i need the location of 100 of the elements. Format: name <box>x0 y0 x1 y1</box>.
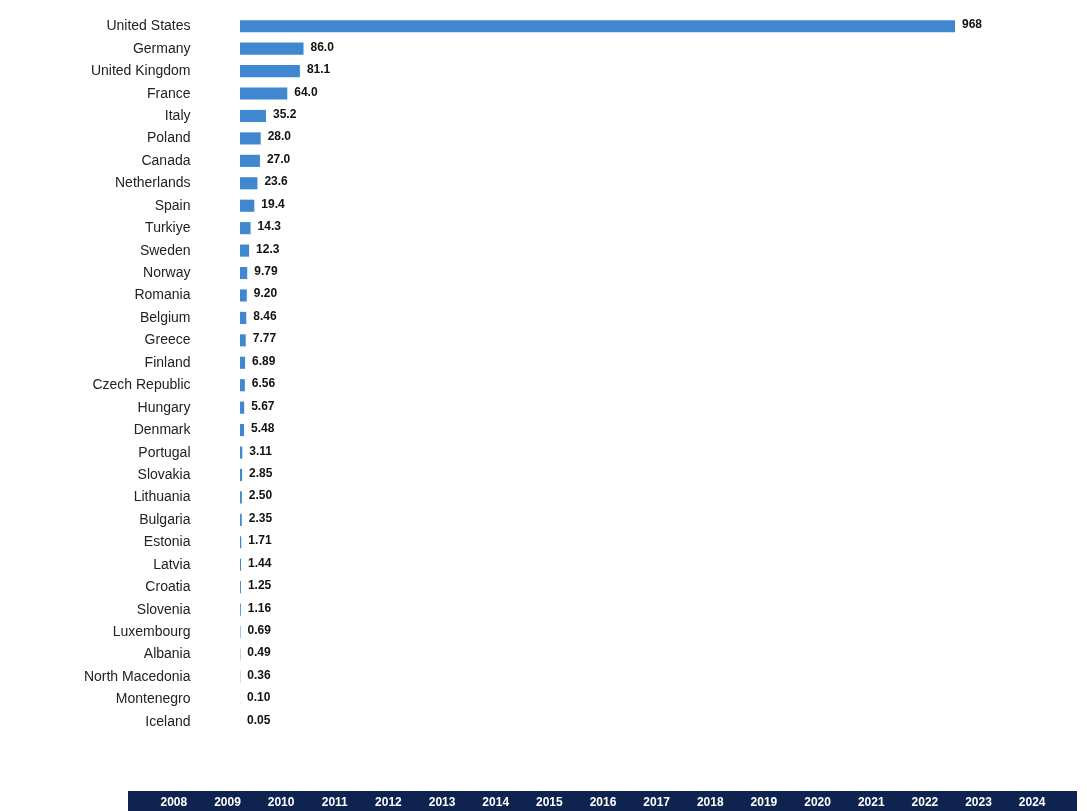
y-tick-label: Finland <box>144 353 191 370</box>
data-label: 2.85 <box>249 465 273 480</box>
bar <box>240 379 245 392</box>
y-tick-label: Slovenia <box>136 600 191 617</box>
data-label: 2.35 <box>248 510 273 525</box>
data-label: 5.67 <box>251 398 275 413</box>
text: 2018 <box>696 795 724 809</box>
y-tick-label: Luxembourg <box>112 623 191 640</box>
data-label: 1.25 <box>247 578 272 593</box>
data-label: 8.46 <box>253 308 277 323</box>
y-tick-label: Hungary <box>137 398 191 415</box>
text: 2012 <box>375 795 403 809</box>
text: 2016 <box>589 795 617 809</box>
y-tick-label: Portugal <box>138 443 191 460</box>
data-label: 9.79 <box>254 264 278 279</box>
y-tick-label: France <box>146 84 191 101</box>
data-label: 968 <box>962 17 983 32</box>
data-label: 14.3 <box>257 219 282 234</box>
y-tick-label: Netherlands <box>115 174 191 191</box>
y-tick-label: United States <box>106 17 191 34</box>
y-tick-label: North Macedonia <box>83 667 191 684</box>
bar <box>240 177 258 190</box>
data-label: 0.36 <box>247 667 271 682</box>
y-tick-label: Lithuania <box>133 488 191 505</box>
bar <box>240 289 247 302</box>
y-tick-label: Montenegro <box>115 690 191 707</box>
bar <box>240 109 266 123</box>
data-label: 7.77 <box>252 331 277 346</box>
text: 2019 <box>750 795 778 809</box>
data-label: 6.56 <box>251 376 276 391</box>
y-tick-label: Denmark <box>133 421 192 438</box>
data-label: 0.10 <box>247 690 271 705</box>
data-label: 6.89 <box>252 353 276 368</box>
data-label: 86.0 <box>310 39 335 54</box>
y-tick-label: United Kingdom <box>90 62 191 79</box>
text: 2010 <box>267 795 295 809</box>
text: 2014 <box>482 795 510 809</box>
bar <box>240 356 246 369</box>
text: 2017 <box>643 795 671 809</box>
data-label: 1.44 <box>248 555 272 570</box>
y-tick-label: Spain <box>154 196 191 213</box>
text: 2011 <box>321 795 349 809</box>
y-tick-label: Iceland <box>145 712 191 729</box>
data-label: 0.49 <box>247 645 272 660</box>
y-tick-label: Albania <box>143 645 191 662</box>
data-label: 2.50 <box>248 488 273 503</box>
bar <box>240 311 247 324</box>
bar <box>240 468 243 482</box>
data-label: 5.48 <box>251 421 275 436</box>
y-tick-label: Estonia <box>143 533 191 550</box>
data-label: 81.1 <box>306 62 331 77</box>
bar <box>240 446 243 459</box>
text: 2013 <box>428 795 456 809</box>
y-tick-label: Italy <box>164 106 191 123</box>
data-label: 19.4 <box>261 196 286 211</box>
y-tick-label: Sweden <box>139 241 191 258</box>
y-tick-label: Greece <box>144 331 191 348</box>
text: 2015 <box>536 795 564 809</box>
y-tick-label: Canada <box>141 151 191 168</box>
y-tick-label: Germany <box>132 39 191 56</box>
y-tick-label: Latvia <box>153 555 191 572</box>
y-tick-label: Belgium <box>139 308 191 325</box>
text: 2009 <box>214 795 242 809</box>
bar <box>240 266 248 280</box>
bar <box>240 401 245 414</box>
text: 2022 <box>911 795 939 809</box>
data-label: 27.0 <box>266 151 291 166</box>
data-label: 3.11 <box>249 443 273 458</box>
y-tick-label: Poland <box>146 129 191 146</box>
y-tick-label: Slovakia <box>137 465 191 482</box>
data-label: 64.0 <box>294 84 318 99</box>
data-label: 0.69 <box>247 623 272 638</box>
data-label: 12.3 <box>256 241 280 256</box>
bar <box>240 65 300 78</box>
text: 2020 <box>804 795 832 809</box>
y-tick-label: Bulgaria <box>139 510 191 527</box>
bar <box>240 42 304 55</box>
bar <box>240 199 255 212</box>
data-label: 23.6 <box>264 174 289 189</box>
bar <box>240 424 245 437</box>
text: 2024 <box>1018 795 1046 809</box>
bar <box>240 334 246 347</box>
bar <box>240 222 251 235</box>
data-label: 9.20 <box>253 286 278 301</box>
y-tick-label: Croatia <box>145 578 191 595</box>
bar <box>240 132 261 145</box>
data-label: 1.16 <box>247 600 272 615</box>
text: 2023 <box>965 795 993 809</box>
bar <box>240 244 250 257</box>
y-tick-label: Romania <box>134 286 191 303</box>
y-tick-label: Norway <box>143 264 191 281</box>
text: 2021 <box>857 795 885 809</box>
y-tick-label: Czech Republic <box>92 376 191 393</box>
data-label: 28.0 <box>267 129 292 144</box>
bar <box>240 20 955 33</box>
y-tick-label: Turkiye <box>145 219 191 236</box>
bar <box>240 154 260 167</box>
data-label: 0.05 <box>247 712 271 727</box>
data-label: 1.71 <box>248 533 272 548</box>
text: 2008 <box>160 795 188 809</box>
